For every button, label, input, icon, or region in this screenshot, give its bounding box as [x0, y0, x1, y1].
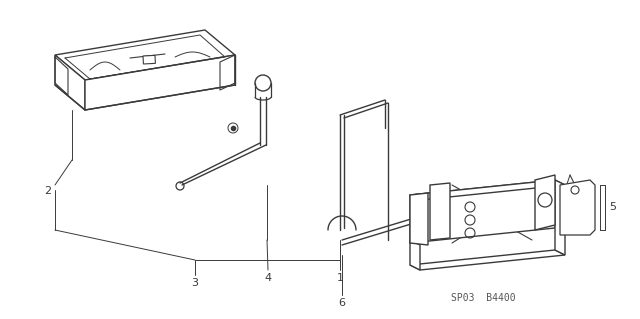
- Polygon shape: [535, 175, 555, 230]
- Text: SP03  B4400: SP03 B4400: [451, 293, 515, 303]
- Text: 3: 3: [191, 278, 198, 288]
- Text: 4: 4: [264, 273, 271, 283]
- Polygon shape: [410, 240, 420, 270]
- Polygon shape: [560, 180, 595, 235]
- Polygon shape: [410, 180, 555, 243]
- Polygon shape: [410, 180, 565, 200]
- Polygon shape: [555, 180, 565, 255]
- Text: 6: 6: [339, 298, 346, 308]
- Polygon shape: [85, 55, 235, 110]
- Text: 5: 5: [609, 202, 616, 212]
- Polygon shape: [410, 250, 565, 270]
- Polygon shape: [55, 30, 235, 80]
- Polygon shape: [55, 55, 85, 110]
- Text: 1: 1: [337, 273, 344, 283]
- Bar: [143, 56, 156, 64]
- Polygon shape: [430, 183, 450, 240]
- Text: 2: 2: [44, 186, 52, 196]
- Polygon shape: [410, 193, 428, 245]
